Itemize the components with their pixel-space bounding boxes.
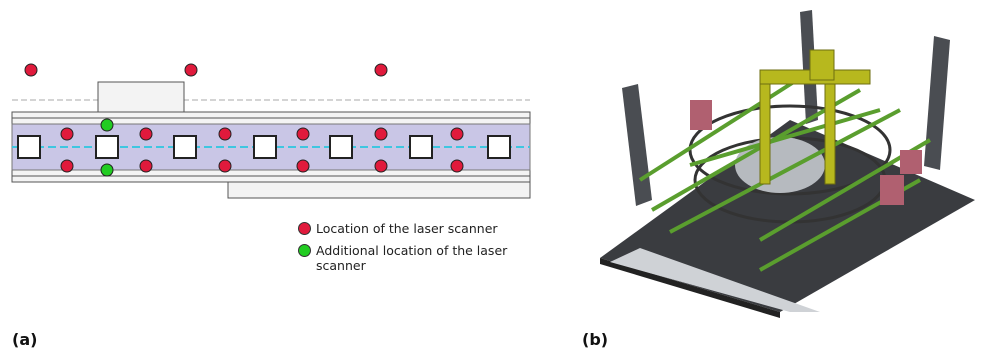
page: Location of the laser scanner Additional… [0,0,987,356]
legend-entry: Location of the laser scanner [316,221,536,236]
panel-label: (b) [582,330,608,349]
legend-text: Additional location of the laser scanner [316,243,507,273]
figure [0,0,987,356]
legend-entry: Additional location of the laser scanner [316,243,546,273]
floor-plan [12,82,530,198]
panel-label: (a) [12,330,37,349]
legend-text: Location of the laser scanner [316,221,498,236]
render-3d [600,10,975,318]
